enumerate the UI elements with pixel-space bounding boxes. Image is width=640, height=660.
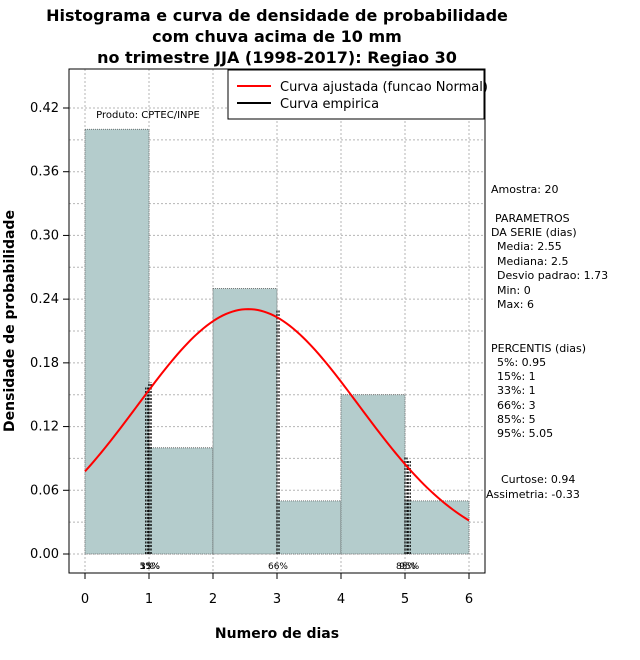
x-tick-label: 0 (81, 592, 89, 607)
y-tick-label: 0.24 (30, 292, 59, 307)
stats-line: Min: 0 (497, 284, 531, 297)
percentile-label: 33% (140, 562, 160, 572)
legend-label-fitted: Curva ajustada (funcao Normal) (280, 80, 488, 95)
stats-line: 66%: 3 (497, 399, 536, 412)
stats-line: 95%: 5.05 (497, 427, 553, 440)
y-axis-label: Densidade de probabilidade (2, 210, 18, 432)
x-tick-label: 6 (465, 592, 473, 607)
x-tick-label: 1 (145, 592, 153, 607)
fitted-normal-curve (84, 308, 470, 522)
chart-title: Histograma e curva de densidade de proba… (46, 6, 508, 67)
stats-line: PARAMETROS (495, 212, 570, 225)
percentile-label: 85% (396, 562, 416, 572)
y-tick-label: 0.18 (30, 356, 59, 371)
stats-line: Max: 6 (497, 298, 534, 311)
stats-line: 33%: 1 (497, 384, 536, 397)
percentile-label: 95% (399, 562, 419, 572)
fitted-curve-group: Produto: CPTEC/INPE (84, 110, 470, 522)
percentile-label: 5% (140, 562, 155, 572)
y-tick-label: 0.00 (30, 547, 59, 562)
stats-line: 5%: 0.95 (497, 356, 546, 369)
stats-line: DA SERIE (dias) (491, 226, 577, 239)
stats-line: Assimetria: -0.33 (486, 488, 580, 501)
histogram-bar (404, 500, 470, 555)
percentile-label: 15% (140, 562, 160, 572)
stats-line: PERCENTIS (dias) (491, 342, 586, 355)
x-tick-label: 3 (273, 592, 281, 607)
y-tick-label: 0.42 (30, 101, 59, 116)
title-line: Histograma e curva de densidade de proba… (46, 6, 508, 25)
title-line: no trimestre JJA (1998-2017): Regiao 30 (97, 48, 457, 67)
title-line: com chuva acima de 10 mm (152, 27, 402, 46)
legend-box (227, 69, 485, 120)
stats-line: 15%: 1 (497, 370, 536, 383)
stats-line: Curtose: 0.94 (501, 473, 575, 486)
x-tick-label: 2 (209, 592, 217, 607)
stats-line: 85%: 5 (497, 413, 536, 426)
legend-label-empirical: Curva empirica (280, 97, 379, 112)
producer-label: Produto: CPTEC/INPE (96, 110, 200, 121)
y-tick-label: 0.30 (30, 228, 59, 243)
stats-line: Media: 2.55 (497, 240, 562, 253)
stats-line: Amostra: 20 (491, 183, 558, 196)
stats-line: Desvio padrao: 1.73 (497, 269, 608, 282)
legend: Curva ajustada (funcao Normal) Curva empi… (227, 69, 488, 120)
stats-line: Mediana: 2.5 (497, 255, 568, 268)
y-tick-label: 0.12 (30, 420, 59, 435)
percentile-lines: 5%15%33% 66% 85%95% (140, 309, 420, 572)
x-tick-label: 5 (401, 592, 409, 607)
histogram-bar (84, 128, 150, 555)
histogram-bar (148, 447, 214, 555)
histogram-bar (276, 500, 342, 555)
y-tick-label: 0.36 (30, 165, 59, 180)
y-tick-label: 0.06 (30, 483, 59, 498)
histogram-bar (212, 288, 278, 555)
percentile-label: 66% (268, 562, 288, 572)
x-axis-label: Numero de dias (215, 626, 339, 642)
x-tick-label: 4 (337, 592, 345, 607)
histogram-bars (84, 128, 470, 555)
histogram-bar (340, 394, 406, 555)
axes: 0.00 0.06 0.12 0.18 0.24 0.30 0.36 0.42 0 1 2 3 4 5 6 N… (2, 68, 486, 642)
